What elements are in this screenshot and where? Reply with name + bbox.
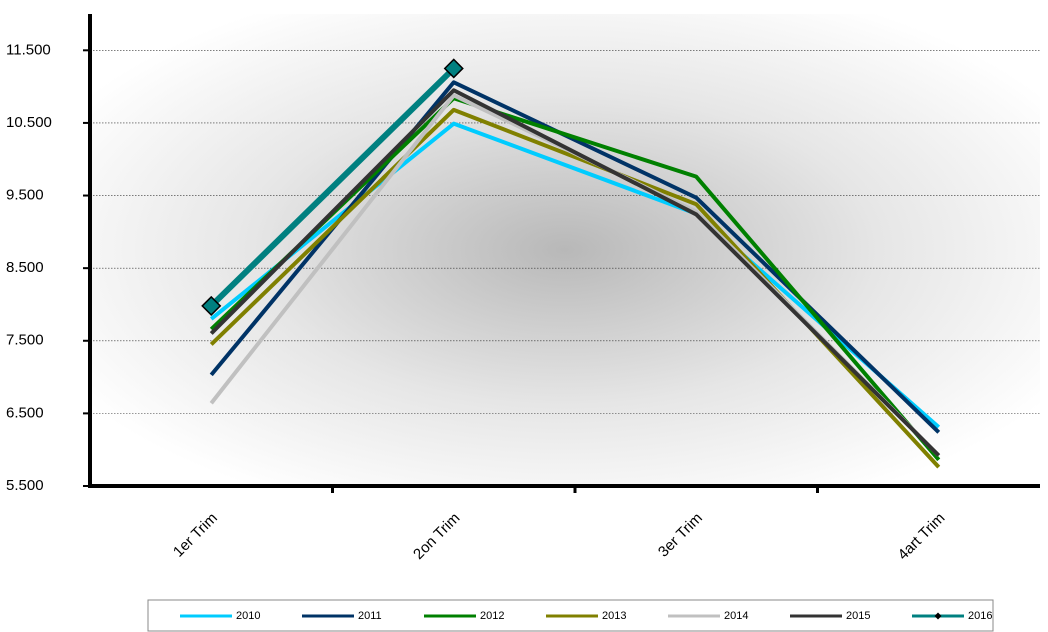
legend-label: 2010: [236, 610, 260, 622]
y-tick-label: 9.500: [6, 187, 44, 204]
y-tick-label: 6.500: [6, 404, 44, 421]
legend-label: 2011: [358, 610, 382, 622]
point-marker: [201, 295, 222, 316]
x-tick-label: 1er Trim: [170, 510, 221, 561]
point-marker: [443, 58, 464, 79]
y-tick-label: 7.500: [6, 332, 44, 349]
x-tick-label: 4art Trim: [895, 510, 949, 564]
legend-marker: [934, 612, 942, 620]
legend-label: 2013: [602, 610, 626, 622]
y-tick-label: 11.500: [6, 41, 51, 58]
y-tick-label: 5.500: [6, 477, 44, 494]
legend-label: 2016: [968, 610, 992, 622]
x-tick-label: 2on Trim: [410, 510, 463, 563]
series-line: [209, 66, 456, 309]
y-tick-label: 8.500: [6, 259, 44, 276]
legend-label: 2012: [480, 610, 504, 622]
x-tick-label: 3er Trim: [655, 510, 706, 561]
series-line: [209, 88, 941, 457]
legend-label: 2015: [846, 610, 870, 622]
y-tick-label: 10.500: [6, 114, 52, 131]
legend-label: 2014: [724, 610, 748, 622]
